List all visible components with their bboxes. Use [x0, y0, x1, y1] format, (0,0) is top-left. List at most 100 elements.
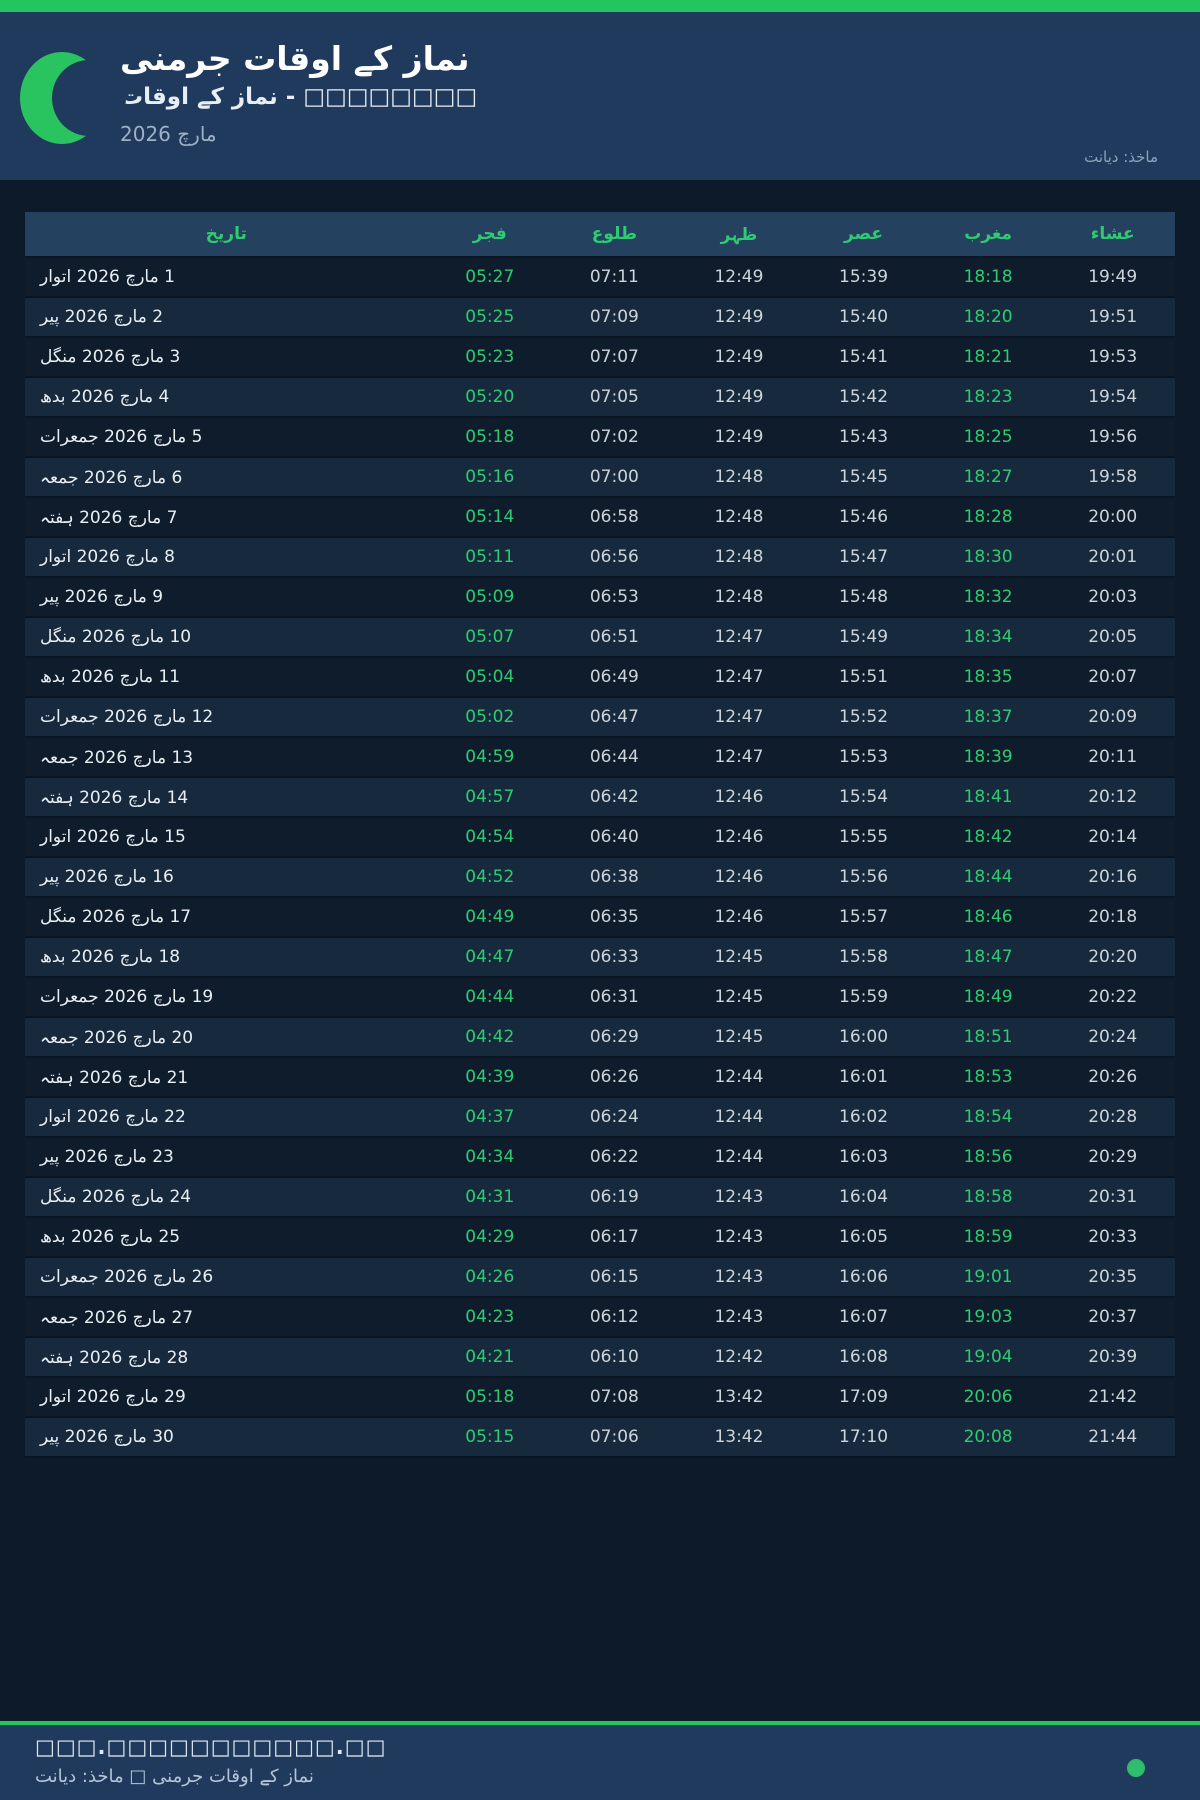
- date-cell: 2 مارچ 2026 پیر: [25, 298, 428, 338]
- date-cell: 11 مارچ 2026 بدھ: [25, 658, 428, 698]
- table-row: 18 مارچ 2026 بدھ 04:47 06:33 12:45 15:58 18:4…: [25, 938, 1175, 978]
- time-cell-zuhr: 13:42: [676, 1418, 802, 1458]
- time-cell-zuhr: 12:49: [676, 338, 802, 378]
- table-row: 5 مارچ 2026 جمعرات 05:18 07:02 12:49 15:43 18…: [25, 418, 1175, 458]
- time-cell-asr: 15:57: [801, 898, 926, 938]
- table-header: تاریخ فجر طلوع ظہر عصر مغرب عشاء: [25, 212, 1175, 258]
- time-cell-maghrib: 18:56: [925, 1138, 1051, 1178]
- time-cell-sunrise: 07:07: [552, 338, 677, 378]
- time-cell-fajr: 04:59: [427, 738, 553, 778]
- time-cell-sunrise: 07:08: [552, 1378, 677, 1418]
- date-cell: 9 مارچ 2026 پیر: [25, 578, 428, 618]
- time-cell-isha: 20:22: [1050, 978, 1175, 1018]
- table-row: 21 مارچ 2026 ہفتہ 04:39 06:26 12:44 16:01 18:…: [25, 1058, 1175, 1098]
- table-row: 20 مارچ 2026 جمعہ 04:42 06:29 12:45 16:00 18:…: [25, 1018, 1175, 1058]
- date-cell: 5 مارچ 2026 جمعرات: [25, 418, 428, 458]
- time-cell-maghrib: 19:03: [925, 1298, 1051, 1338]
- time-cell-zuhr: 12:43: [676, 1218, 802, 1258]
- table-row: 17 مارچ 2026 منگل 04:49 06:35 12:46 15:57 18:…: [25, 898, 1175, 938]
- column-header-fajr: فجر: [427, 212, 553, 258]
- page-subtitle: نماز کے اوقات - □□□□□□□□: [120, 83, 478, 110]
- time-cell-zuhr: 12:47: [676, 738, 802, 778]
- table-row: 22 مارچ 2026 اتوار 04:37 06:24 12:44 16:02 18…: [25, 1098, 1175, 1138]
- time-cell-zuhr: 13:42: [676, 1378, 802, 1418]
- time-cell-sunrise: 07:11: [552, 258, 677, 298]
- source-label: ماخذ: دیانت: [1084, 148, 1158, 166]
- time-cell-sunrise: 06:15: [552, 1258, 677, 1298]
- time-cell-isha: 19:51: [1050, 298, 1175, 338]
- time-cell-isha: 20:07: [1050, 658, 1175, 698]
- time-cell-isha: 19:53: [1050, 338, 1175, 378]
- time-cell-maghrib: 18:21: [925, 338, 1051, 378]
- date-cell: 29 مارچ 2026 اتوار: [25, 1378, 428, 1418]
- date-cell: 30 مارچ 2026 پیر: [25, 1418, 428, 1458]
- time-cell-sunrise: 06:51: [552, 618, 677, 658]
- time-cell-isha: 20:26: [1050, 1058, 1175, 1098]
- time-cell-isha: 19:49: [1050, 258, 1175, 298]
- time-cell-fajr: 04:49: [427, 898, 553, 938]
- green-status-dot: [1127, 1759, 1145, 1777]
- time-cell-maghrib: 18:44: [925, 858, 1051, 898]
- time-cell-maghrib: 18:39: [925, 738, 1051, 778]
- time-cell-asr: 15:51: [801, 658, 926, 698]
- time-cell-isha: 20:01: [1050, 538, 1175, 578]
- time-cell-isha: 20:12: [1050, 778, 1175, 818]
- time-cell-isha: 20:29: [1050, 1138, 1175, 1178]
- time-cell-maghrib: 18:53: [925, 1058, 1051, 1098]
- table-row: 19 مارچ 2026 جمعرات 04:44 06:31 12:45 15:59 1…: [25, 978, 1175, 1018]
- table-row: 26 مارچ 2026 جمعرات 04:26 06:15 12:43 16:06 1…: [25, 1258, 1175, 1298]
- time-cell-asr: 16:01: [801, 1058, 926, 1098]
- time-cell-zuhr: 12:48: [676, 538, 802, 578]
- date-cell: 24 مارچ 2026 منگل: [25, 1178, 428, 1218]
- time-cell-zuhr: 12:47: [676, 658, 802, 698]
- table-row: 3 مارچ 2026 منگل 05:23 07:07 12:49 15:41 18:2…: [25, 338, 1175, 378]
- time-cell-isha: 20:35: [1050, 1258, 1175, 1298]
- time-cell-zuhr: 12:49: [676, 418, 802, 458]
- time-cell-zuhr: 12:43: [676, 1298, 802, 1338]
- time-cell-maghrib: 18:41: [925, 778, 1051, 818]
- time-cell-maghrib: 18:49: [925, 978, 1051, 1018]
- time-cell-asr: 16:04: [801, 1178, 926, 1218]
- date-cell: 3 مارچ 2026 منگل: [25, 338, 428, 378]
- time-cell-zuhr: 12:46: [676, 818, 802, 858]
- time-cell-asr: 15:42: [801, 378, 926, 418]
- page-footer: □□□.□□□□□□□□□□□.□□ نماز کے اوقات جرمنی □…: [0, 1721, 1200, 1800]
- column-header-date: تاریخ: [25, 212, 428, 258]
- time-cell-asr: 16:06: [801, 1258, 926, 1298]
- time-cell-isha: 20:14: [1050, 818, 1175, 858]
- time-cell-sunrise: 06:58: [552, 498, 677, 538]
- time-cell-sunrise: 06:33: [552, 938, 677, 978]
- time-cell-isha: 20:09: [1050, 698, 1175, 738]
- time-cell-maghrib: 19:04: [925, 1338, 1051, 1378]
- time-cell-maghrib: 18:51: [925, 1018, 1051, 1058]
- time-cell-maghrib: 18:59: [925, 1218, 1051, 1258]
- time-cell-fajr: 04:34: [427, 1138, 553, 1178]
- prayer-times-table: تاریخ فجر طلوع ظہر عصر مغرب عشاء 1 مارچ …: [25, 212, 1175, 1458]
- time-cell-zuhr: 12:47: [676, 698, 802, 738]
- time-cell-sunrise: 07:02: [552, 418, 677, 458]
- time-cell-asr: 15:54: [801, 778, 926, 818]
- table-row: 10 مارچ 2026 منگل 05:07 06:51 12:47 15:49 18:…: [25, 618, 1175, 658]
- table-row: 6 مارچ 2026 جمعہ 05:16 07:00 12:48 15:45 18:2…: [25, 458, 1175, 498]
- time-cell-sunrise: 06:19: [552, 1178, 677, 1218]
- date-cell: 23 مارچ 2026 پیر: [25, 1138, 428, 1178]
- time-cell-asr: 15:43: [801, 418, 926, 458]
- table-row: 8 مارچ 2026 اتوار 05:11 06:56 12:48 15:47 18:…: [25, 538, 1175, 578]
- table-row: 9 مارچ 2026 پیر 05:09 06:53 12:48 15:48 18:32…: [25, 578, 1175, 618]
- time-cell-isha: 20:33: [1050, 1218, 1175, 1258]
- time-cell-sunrise: 06:24: [552, 1098, 677, 1138]
- column-header-isha: عشاء: [1050, 212, 1175, 258]
- date-cell: 8 مارچ 2026 اتوار: [25, 538, 428, 578]
- time-cell-zuhr: 12:47: [676, 618, 802, 658]
- time-cell-fajr: 05:18: [427, 1378, 553, 1418]
- month-label: مارچ 2026: [120, 121, 217, 146]
- date-cell: 26 مارچ 2026 جمعرات: [25, 1258, 428, 1298]
- time-cell-sunrise: 06:29: [552, 1018, 677, 1058]
- time-cell-sunrise: 06:31: [552, 978, 677, 1018]
- table-row: 2 مارچ 2026 پیر 05:25 07:09 12:49 15:40 18:20…: [25, 298, 1175, 338]
- time-cell-zuhr: 12:49: [676, 298, 802, 338]
- time-cell-fajr: 04:39: [427, 1058, 553, 1098]
- time-cell-maghrib: 18:34: [925, 618, 1051, 658]
- time-cell-fajr: 04:26: [427, 1258, 553, 1298]
- time-cell-asr: 15:58: [801, 938, 926, 978]
